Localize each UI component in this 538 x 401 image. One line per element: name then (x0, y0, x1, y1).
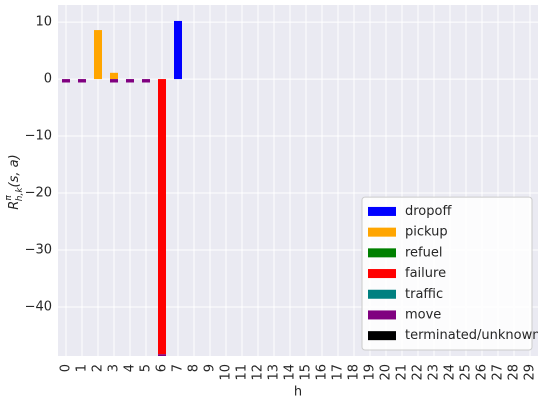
legend-label: failure (405, 266, 446, 281)
legend-swatch (368, 331, 396, 341)
y-tick-label: −40 (25, 299, 52, 314)
legend: dropoff pickup refuel failure traffic move ter… (361, 196, 538, 351)
bar (110, 79, 118, 83)
y-tick-label: −20 (25, 186, 52, 201)
y-label-base: R (7, 201, 22, 210)
bar (62, 79, 70, 83)
legend-label: traffic (405, 287, 443, 302)
x-tick-label: 19 (363, 364, 378, 381)
x-tick-label: 5 (139, 364, 154, 372)
x-tick-label: 8 (187, 364, 202, 372)
x-tick-label: 6 (155, 364, 170, 372)
bar (94, 30, 102, 80)
legend-swatch (368, 248, 396, 258)
bar (142, 79, 150, 83)
y-tick-label: −10 (25, 129, 52, 144)
bar (78, 79, 86, 83)
x-tick-label: 23 (427, 364, 442, 381)
x-tick-label: 20 (379, 364, 394, 381)
bar (158, 354, 166, 356)
x-tick-label: 7 (171, 364, 186, 372)
y-axis-label: Rπh,k(s, a) (4, 154, 25, 209)
y-label-sup: π (4, 195, 14, 201)
x-tick-label: 1 (75, 364, 90, 372)
y-tick-label: 0 (44, 72, 52, 87)
x-tick-label: 29 (523, 364, 538, 381)
x-tick-label: 2 (91, 364, 106, 372)
y-tick-label: 10 (35, 15, 52, 30)
x-tick-label: 4 (123, 364, 138, 372)
x-tick-label: 16 (315, 364, 330, 381)
x-tick-label: 13 (267, 364, 282, 381)
x-tick-label: 14 (283, 364, 298, 381)
legend-swatch (368, 289, 396, 299)
x-tick-label: 21 (395, 364, 410, 381)
x-tick-label: 11 (235, 364, 250, 381)
x-tick-label: 18 (347, 364, 362, 381)
legend-box (361, 196, 533, 351)
bar (126, 79, 134, 83)
legend-label: refuel (405, 245, 442, 260)
x-tick-label: 17 (331, 364, 346, 381)
legend-swatch (368, 269, 396, 279)
x-tick-label: 3 (107, 364, 122, 372)
x-tick-label: 24 (443, 364, 458, 381)
x-tick-label: 27 (491, 364, 506, 381)
x-tick-label: 22 (411, 364, 426, 381)
x-tick-label: 0 (59, 364, 74, 372)
bar (110, 72, 118, 80)
x-tick-label: 15 (299, 364, 314, 381)
bar (174, 20, 182, 80)
x-tick-label: 26 (475, 364, 490, 381)
y-tick-label: −30 (25, 243, 52, 258)
legend-label: terminated/unknown (405, 328, 538, 343)
x-tick-label: 12 (251, 364, 266, 381)
legend-swatch (368, 310, 396, 320)
x-axis-label: h (294, 385, 302, 400)
legend-label: dropoff (405, 204, 452, 219)
x-tick-label: 25 (459, 364, 474, 381)
bars (62, 20, 182, 356)
legend-label: move (405, 307, 441, 322)
y-label-sub: h,k (15, 187, 25, 202)
legend-label: pickup (405, 225, 448, 240)
x-tick-label: 10 (219, 364, 234, 381)
legend-swatch (368, 206, 396, 216)
bar (158, 79, 166, 355)
legend-swatch (368, 227, 396, 237)
x-tick-label: 28 (507, 364, 522, 381)
x-tick-label: 9 (203, 364, 218, 372)
y-label-args: (s, a) (7, 154, 22, 187)
